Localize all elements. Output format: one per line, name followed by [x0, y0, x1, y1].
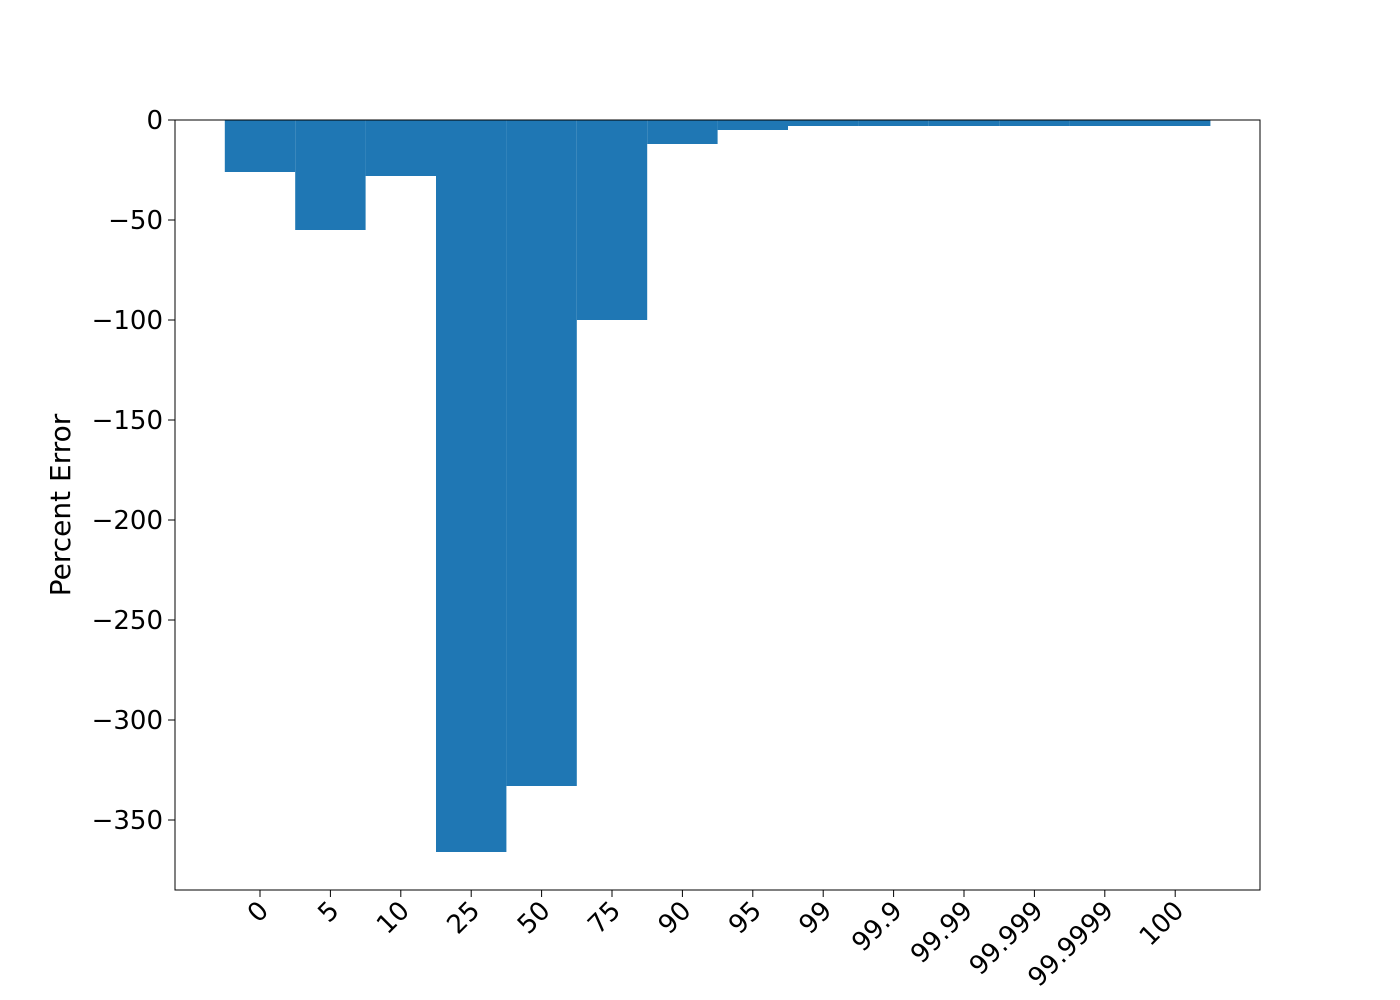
x-tick-label: 5 — [312, 896, 345, 929]
x-tick-label: 25 — [442, 896, 487, 941]
x-tick-label: 95 — [723, 896, 768, 941]
x-tick-label: 100 — [1134, 896, 1190, 952]
plot-frame — [174, 119, 1261, 891]
x-tick-label: 99.9 — [846, 896, 908, 958]
y-tick-label: −300 — [92, 706, 163, 736]
bar-0 — [224, 120, 296, 172]
bar-90 — [647, 120, 718, 144]
y-axis-ticks: 0 −50 −100 −150 −200 −250 −300 −350 — [92, 106, 175, 836]
bar-75 — [576, 120, 648, 320]
bar-10 — [365, 120, 436, 176]
bar-25 — [436, 120, 507, 852]
y-tick-label: 0 — [146, 106, 163, 136]
x-tick-label: 10 — [371, 896, 416, 941]
x-tick-label: 0 — [242, 896, 275, 929]
bar-5 — [295, 120, 366, 230]
y-tick-label: −150 — [92, 406, 163, 436]
bar-99.999 — [999, 120, 1070, 126]
y-tick-label: −200 — [92, 506, 163, 536]
bar-99.99 — [928, 120, 1000, 126]
bar-50 — [506, 120, 577, 786]
y-tick-label: −350 — [92, 806, 163, 836]
y-tick-label: −50 — [108, 206, 163, 236]
x-tick-label: 50 — [512, 896, 557, 941]
bar-95 — [717, 120, 788, 130]
x-tick-label: 75 — [582, 896, 627, 941]
bar-99.9 — [858, 120, 929, 126]
bar-100 — [1140, 120, 1211, 126]
bar-99 — [788, 120, 859, 126]
y-tick-label: −100 — [92, 306, 163, 336]
y-axis-label: Percent Error — [44, 413, 77, 596]
bar-99.9999 — [1069, 120, 1140, 126]
x-tick-label: 99 — [794, 896, 839, 941]
x-tick-label: 90 — [653, 896, 698, 941]
bars-group — [224, 120, 1211, 852]
y-tick-label: −250 — [92, 606, 163, 636]
